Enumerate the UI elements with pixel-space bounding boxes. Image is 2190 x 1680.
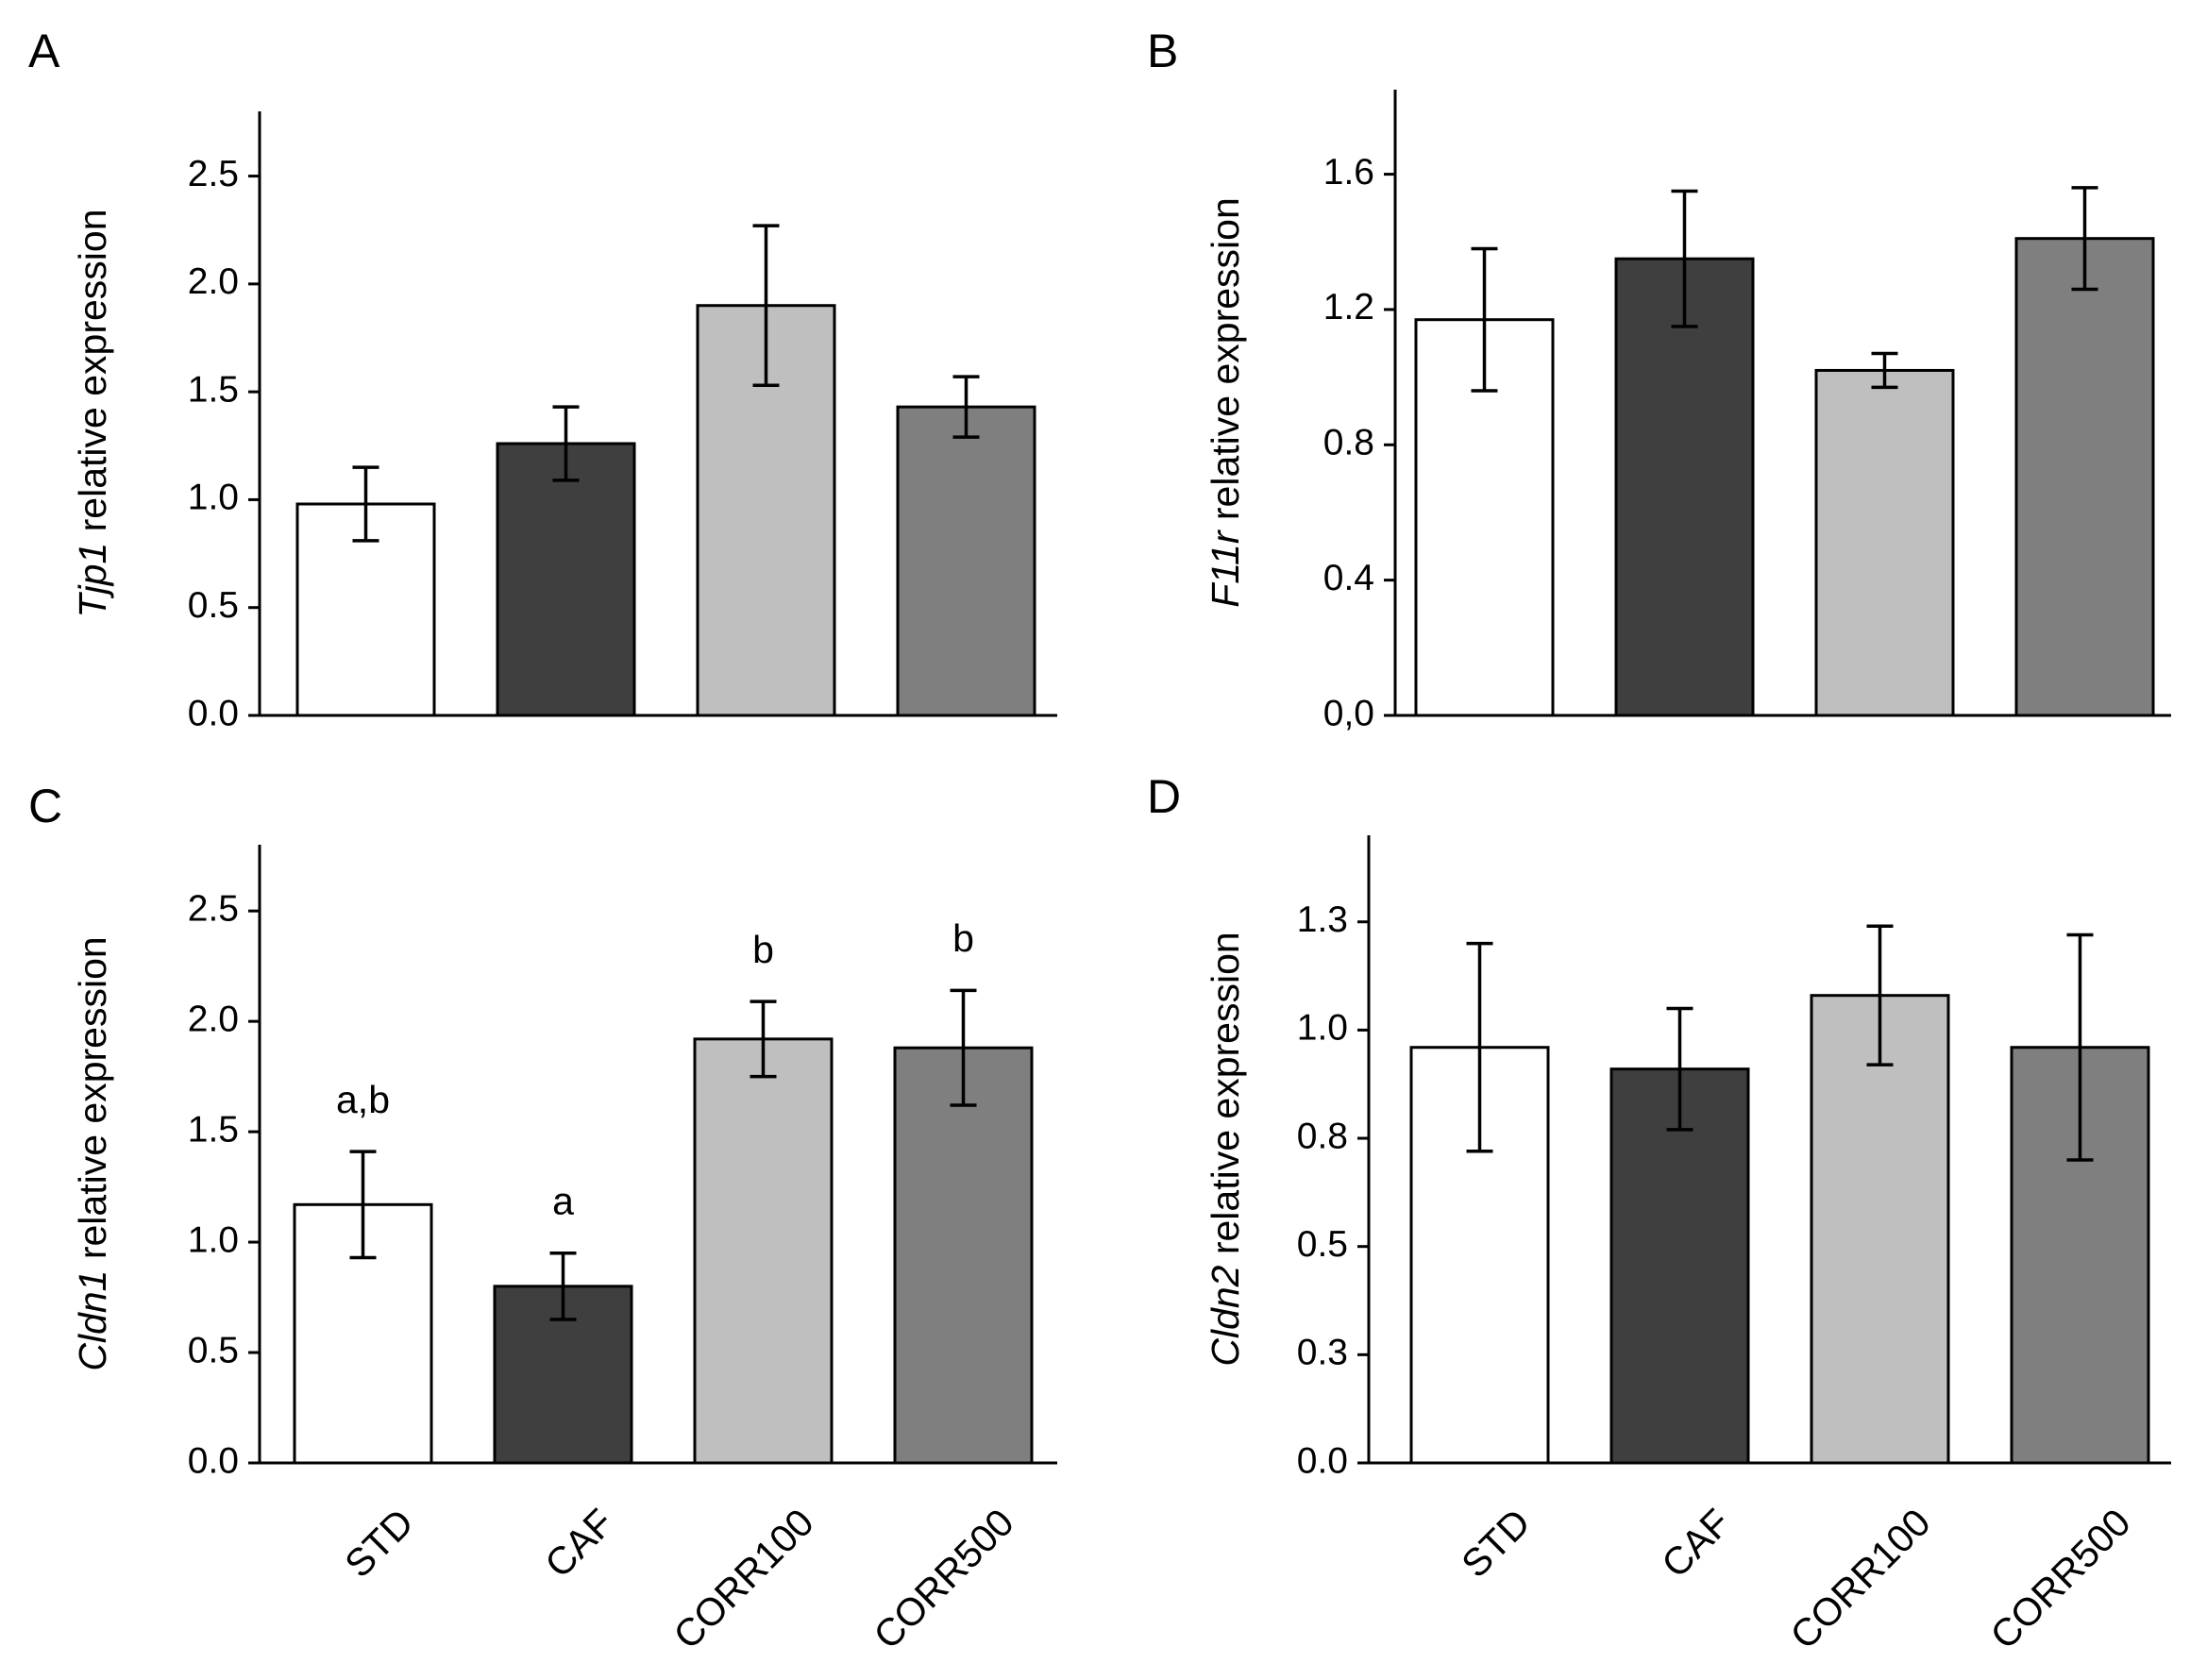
bar-corr100 <box>1814 368 1955 717</box>
y-tick-label: 0.8 <box>1323 423 1374 463</box>
x-tick-label: CAF <box>536 1501 622 1587</box>
y-tick-label: 1.0 <box>188 1219 239 1260</box>
y-axis-label-gene: Cldn2 <box>1204 1265 1247 1366</box>
significance-label: b <box>752 928 774 971</box>
x-tick-label: CORR500 <box>1982 1501 2139 1657</box>
panel-d: D Cldn2 relative expression 0.0 0.3 0.5 0.8 1.… <box>1147 770 2171 1657</box>
panel-letter: D <box>1147 770 1181 823</box>
significance-label: b <box>952 916 974 960</box>
x-tick-label: STD <box>336 1501 422 1587</box>
bar-caf <box>1609 1067 1750 1465</box>
y-tick-label: 0.5 <box>1297 1224 1348 1265</box>
y-tick-label: 2.0 <box>188 261 239 302</box>
y-tick-label: 0.0 <box>188 693 239 733</box>
bar-corr100 <box>1810 994 1950 1465</box>
y-axis-label-text: relative expression <box>71 210 114 543</box>
y-tick-label: 0.0 <box>188 1440 239 1481</box>
x-tick-label: CORR100 <box>665 1501 822 1657</box>
y-tick-label: 0,0 <box>1323 693 1374 733</box>
y-tick-label: 0.0 <box>1297 1440 1348 1481</box>
bar-corr100 <box>693 1037 834 1465</box>
y-tick-label: 0.5 <box>188 1330 239 1370</box>
y-axis-label-gene: Cldn1 <box>71 1270 114 1371</box>
y-axis-label: F11r relative expression <box>1204 197 1247 608</box>
y-axis-label-text: relative expression <box>1204 932 1247 1265</box>
x-tick-label: CORR100 <box>1782 1501 1939 1657</box>
y-tick-label: 1.2 <box>1323 287 1374 328</box>
bar-corr500 <box>893 1046 1034 1465</box>
panel-letter: A <box>28 25 60 77</box>
bar-corr500 <box>896 405 1036 717</box>
y-tick-label: 2.5 <box>188 154 239 194</box>
significance-label: a <box>552 1180 574 1223</box>
y-axis-label: Cldn2 relative expression <box>1204 932 1247 1366</box>
y-axis-label-text: relative expression <box>1204 197 1247 530</box>
panel-b: B F11r relative expression 0,0 0.4 0.8 1.2 1.6 <box>1147 25 2171 733</box>
y-tick-label: 2.0 <box>188 999 239 1039</box>
y-axis-label-text: relative expression <box>71 936 114 1269</box>
y-tick-label: 2.5 <box>188 888 239 929</box>
panel-letter: B <box>1147 25 1178 77</box>
bar-corr500 <box>2014 237 2155 717</box>
y-axis-label: Cldn1 relative expression <box>71 936 114 1370</box>
bar-caf <box>496 442 636 717</box>
y-axis-label: Tjp1 relative expression <box>71 210 114 618</box>
y-tick-label: 0.4 <box>1323 558 1374 598</box>
y-tick-label: 0.3 <box>1297 1333 1348 1373</box>
x-tick-label: CORR500 <box>866 1501 1022 1657</box>
y-axis-label-gene: Tjp1 <box>71 543 114 618</box>
x-tick-label: STD <box>1453 1501 1539 1587</box>
y-tick-label: 1.5 <box>188 369 239 410</box>
y-tick-label: 1.0 <box>1297 1008 1348 1049</box>
y-tick-label: 0.5 <box>188 585 239 626</box>
y-tick-label: 1.0 <box>188 478 239 518</box>
significance-label: a,b <box>336 1078 390 1121</box>
panel-a: A Tjp1 relative expression 0.0 0.5 1.0 1.5 2.0… <box>28 25 1057 733</box>
panel-letter: C <box>28 780 62 832</box>
x-tick-label: CAF <box>1653 1501 1739 1587</box>
y-tick-label: 1.6 <box>1323 152 1374 193</box>
y-tick-label: 1.3 <box>1297 899 1348 940</box>
panel-c: C Cldn1 relative expression 0.0 0.5 1.0 1.5 2.… <box>28 780 1057 1657</box>
y-tick-label: 0.8 <box>1297 1116 1348 1156</box>
y-tick-label: 1.5 <box>188 1109 239 1150</box>
y-axis-label-gene: F11r <box>1204 529 1247 608</box>
